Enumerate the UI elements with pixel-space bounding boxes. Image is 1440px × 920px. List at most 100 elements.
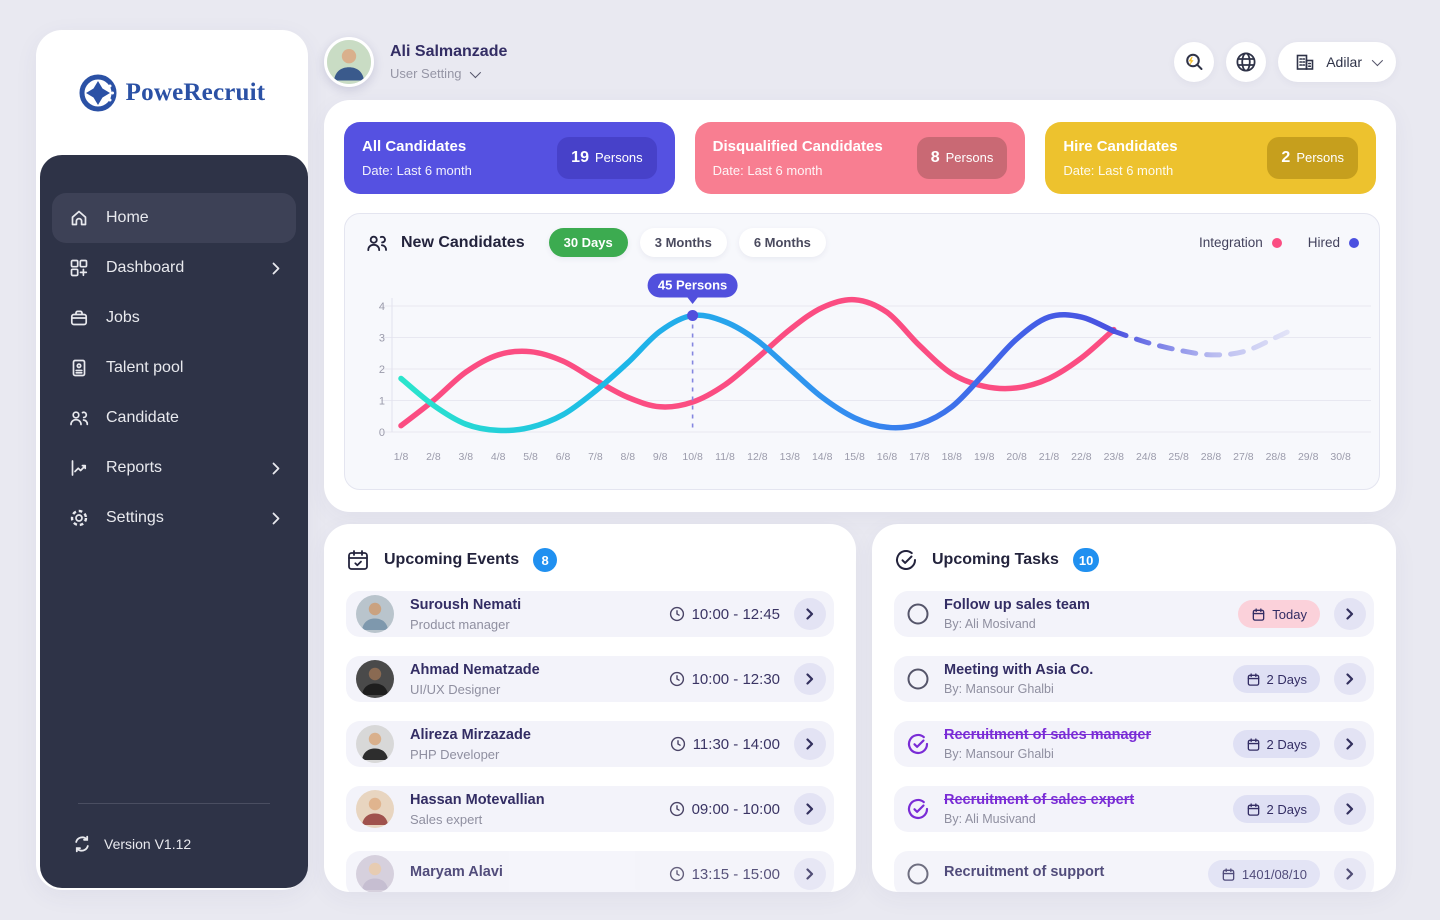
task-status-checkbox[interactable] bbox=[906, 667, 930, 691]
chart-legend: Integration Hired bbox=[1199, 235, 1359, 250]
task-owner: By: Mansour Ghalbi bbox=[944, 747, 1054, 761]
sidebar-item-label: Dashboard bbox=[106, 259, 185, 276]
svg-text:5/8: 5/8 bbox=[523, 451, 538, 463]
svg-text:25/8: 25/8 bbox=[1168, 451, 1189, 463]
gear-icon bbox=[68, 507, 90, 529]
legend-hired: Hired bbox=[1308, 235, 1359, 250]
chevron-down-icon bbox=[1371, 54, 1384, 67]
search-icon bbox=[1183, 51, 1205, 73]
svg-text:14/8: 14/8 bbox=[812, 451, 833, 463]
app-logo[interactable]: PoweRecruit bbox=[36, 30, 308, 155]
tab-30-days[interactable]: 30 Days bbox=[548, 228, 628, 257]
event-open-button[interactable] bbox=[794, 598, 826, 630]
task-title: Meeting with Asia Co. bbox=[944, 662, 1094, 678]
language-button[interactable] bbox=[1226, 42, 1267, 82]
sidebar-item-label: Home bbox=[106, 209, 149, 226]
user-avatar[interactable] bbox=[324, 37, 374, 87]
reports-icon bbox=[68, 457, 90, 479]
calendar-icon bbox=[1251, 607, 1266, 622]
svg-text:6/8: 6/8 bbox=[556, 451, 571, 463]
search-button[interactable] bbox=[1174, 42, 1215, 82]
sidebar-item-talent-pool[interactable]: Talent pool bbox=[52, 343, 296, 393]
users-icon bbox=[68, 407, 90, 429]
version-row: Version V1.12 bbox=[64, 834, 284, 864]
event-open-button[interactable] bbox=[794, 728, 826, 760]
task-row[interactable]: Recruitment of sales expert By: Ali Musi… bbox=[894, 786, 1374, 832]
task-due-badge: 2 Days bbox=[1232, 665, 1320, 693]
task-title: Recruitment of sales expert bbox=[944, 792, 1135, 808]
task-due-badge: 1401/08/10 bbox=[1207, 860, 1320, 888]
event-row[interactable]: Alireza Mirzazade PHP Developer 11:30 - … bbox=[346, 721, 834, 767]
event-row[interactable]: Hassan Motevallian Sales expert 09:00 - … bbox=[346, 786, 834, 832]
event-row[interactable]: Ahmad Nematzade UI/UX Designer 10:00 - 1… bbox=[346, 656, 834, 702]
task-owner: By: Ali Mosivand bbox=[944, 617, 1036, 631]
event-open-button[interactable] bbox=[794, 793, 826, 825]
stat-date: Date: Last 6 month bbox=[712, 163, 823, 178]
event-row[interactable]: Maryam Alavi 13:15 - 15:00 bbox=[346, 851, 834, 892]
event-open-button[interactable] bbox=[794, 663, 826, 695]
line-chart-plot: 4 3 2 1 0 1/8 2/8 3/8 4/8 5/8 6/8 7/8 8/8 9/8 10/8 11/8… bbox=[379, 273, 1371, 463]
task-row[interactable]: Meeting with Asia Co. By: Mansour Ghalbi… bbox=[894, 656, 1374, 702]
legend-integration: Integration bbox=[1199, 235, 1282, 250]
svg-text:16/8: 16/8 bbox=[877, 451, 898, 463]
svg-text:17/8: 17/8 bbox=[909, 451, 930, 463]
task-row[interactable]: Follow up sales team By: Ali Mosivand To… bbox=[894, 591, 1374, 637]
stat-count-badge: 8 Persons bbox=[916, 137, 1008, 179]
event-person-role: Product manager bbox=[410, 616, 510, 632]
task-status-checkbox[interactable] bbox=[906, 602, 930, 626]
task-row[interactable]: Recruitment of sales manager By: Mansour… bbox=[894, 721, 1374, 767]
user-setting-menu[interactable]: User Setting bbox=[390, 66, 507, 81]
svg-text:11/8: 11/8 bbox=[715, 451, 735, 463]
sidebar-item-jobs[interactable]: Jobs bbox=[52, 293, 296, 343]
clock-icon bbox=[669, 866, 685, 882]
event-row[interactable]: Suroush Nemati Product manager 10:00 - 1… bbox=[346, 591, 834, 637]
sidebar-divider bbox=[78, 803, 270, 804]
sidebar-item-home[interactable]: Home bbox=[52, 193, 296, 243]
svg-text:10/8: 10/8 bbox=[682, 451, 703, 463]
sidebar-item-candidate[interactable]: Candidate bbox=[52, 393, 296, 443]
stat-title: Disqualified Candidates bbox=[712, 138, 883, 155]
stat-unit: Persons bbox=[594, 150, 643, 165]
user-name: Ali Salmanzade bbox=[390, 43, 508, 60]
sidebar-item-reports[interactable]: Reports bbox=[52, 443, 296, 493]
svg-text:13/8: 13/8 bbox=[780, 451, 801, 463]
task-title: Recruitment of support bbox=[944, 864, 1105, 880]
stat-card-hired: Hire Candidates Date: Last 6 month 2 Per… bbox=[1045, 122, 1377, 194]
sidebar-item-settings[interactable]: Settings bbox=[52, 493, 296, 543]
tab-6-months[interactable]: 6 Months bbox=[738, 228, 826, 257]
task-open-button[interactable] bbox=[1334, 598, 1366, 630]
task-open-button[interactable] bbox=[1334, 858, 1366, 890]
event-person-name: Ahmad Nematzade bbox=[410, 661, 540, 678]
task-status-checkbox[interactable] bbox=[906, 797, 930, 821]
svg-text:1/8: 1/8 bbox=[394, 451, 409, 463]
task-status-checkbox[interactable] bbox=[906, 862, 930, 886]
svg-text:12/8: 12/8 bbox=[747, 451, 768, 463]
event-time: 11:30 - 14:00 bbox=[670, 736, 780, 753]
task-open-button[interactable] bbox=[1334, 728, 1366, 760]
svg-text:28/8: 28/8 bbox=[1266, 451, 1287, 463]
chevron-right-icon bbox=[272, 462, 280, 475]
sidebar-nav: Home Dashboard Jobs Talent pool Candidat… bbox=[40, 155, 308, 888]
svg-text:18/8: 18/8 bbox=[942, 451, 963, 463]
user-setting-label: User Setting bbox=[390, 66, 462, 81]
legend-label: Integration bbox=[1198, 235, 1263, 250]
task-due-badge: 2 Days bbox=[1232, 795, 1320, 823]
event-person-role: UI/UX Designer bbox=[410, 681, 501, 697]
calendar-icon bbox=[1246, 737, 1261, 752]
svg-text:29/8: 29/8 bbox=[1298, 451, 1319, 463]
tab-3-months[interactable]: 3 Months bbox=[639, 228, 727, 257]
chevron-right-icon bbox=[272, 512, 280, 525]
task-open-button[interactable] bbox=[1334, 793, 1366, 825]
task-due-badge: 2 Days bbox=[1232, 730, 1320, 758]
task-row[interactable]: Recruitment of support 1401/08/10 bbox=[894, 851, 1374, 892]
company-selector[interactable]: Adilar bbox=[1278, 42, 1396, 82]
task-status-checkbox[interactable] bbox=[906, 732, 930, 756]
tasks-title: Upcoming Tasks bbox=[932, 551, 1059, 568]
sidebar-item-dashboard[interactable]: Dashboard bbox=[52, 243, 296, 293]
legend-dot-integration bbox=[1271, 237, 1282, 248]
stat-count-badge: 2 Persons bbox=[1267, 137, 1359, 179]
chart-range-tabs: 30 Days 3 Months 6 Months bbox=[548, 228, 826, 257]
event-open-button[interactable] bbox=[794, 858, 826, 890]
task-open-button[interactable] bbox=[1334, 663, 1366, 695]
clock-icon bbox=[669, 671, 685, 687]
